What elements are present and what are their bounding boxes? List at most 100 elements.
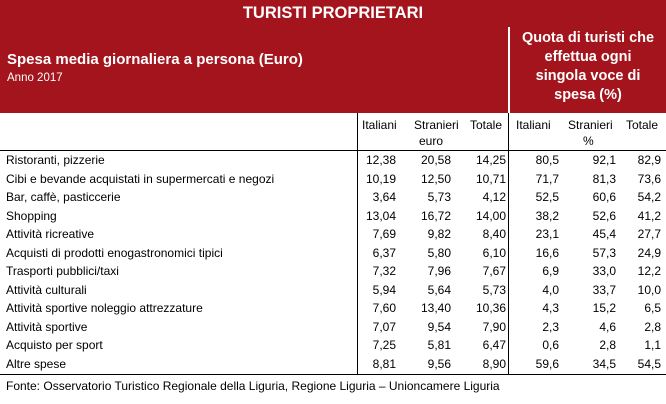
row-label: Attività sportive noleggio attrezzature [6, 301, 203, 315]
cell-share-stranieri: 4,6 [599, 319, 616, 334]
column-separator [508, 113, 509, 374]
cell-spend-stranieri: 16,72 [420, 208, 451, 223]
cell-share-italiani: 16,6 [535, 245, 559, 260]
cell-share-stranieri: 60,6 [592, 190, 616, 204]
cell-share-totale: 10,0 [637, 282, 661, 297]
cell-share-totale: 82,9 [637, 153, 661, 167]
row-label: Bar, caffè, pasticcerie [6, 190, 121, 204]
cell-spend-italiani: 5,94 [372, 282, 396, 297]
row-label: Trasporti pubblici/taxi [6, 264, 119, 278]
cell-share-italiani: 38,2 [535, 208, 559, 223]
cell-share-stranieri: 57,3 [592, 245, 616, 260]
cell-spend-totale: 5,73 [482, 282, 506, 297]
col-header-spend-italiani: Italiani [362, 118, 397, 132]
year-label: Anno 2017 [7, 72, 63, 84]
cell-share-stranieri: 81,3 [592, 171, 616, 186]
cell-share-totale: 6,5 [644, 301, 661, 315]
cell-share-italiani: 0,6 [542, 338, 559, 352]
cell-spend-stranieri: 5,81 [427, 338, 451, 352]
cell-share-italiani: 23,1 [535, 227, 559, 241]
banner-divider [508, 27, 510, 113]
cell-spend-totale: 7,67 [482, 264, 506, 278]
cell-spend-totale: 10,71 [475, 171, 506, 186]
table-row: Attività sportive 7,07 9,54 7,90 2,3 4,6… [0, 318, 666, 337]
cell-spend-italiani: 6,37 [372, 245, 396, 260]
share-header-banner: Quota di turisti che effettua ogni singo… [510, 27, 666, 113]
row-label: Attività sportive [6, 319, 88, 334]
cell-share-totale: 41,2 [637, 208, 661, 223]
table-row: Acquisti di prodotti enogastronomici tip… [0, 244, 666, 263]
column-separator [357, 113, 358, 374]
cell-spend-italiani: 12,38 [365, 153, 396, 167]
cell-spend-stranieri: 9,56 [427, 356, 451, 371]
table-row: Shopping 13,04 16,72 14,00 38,2 52,6 41,… [0, 207, 666, 226]
cell-share-italiani: 80,5 [535, 153, 559, 167]
cell-share-totale: 73,6 [637, 171, 661, 186]
cell-share-stranieri: 15,2 [592, 301, 616, 315]
cell-spend-totale: 6,10 [482, 245, 506, 260]
cell-spend-italiani: 8,81 [372, 356, 396, 371]
source-note: Fonte: Osservatorio Turistico Regionale … [6, 379, 500, 393]
cell-share-totale: 54,2 [637, 190, 661, 204]
cell-spend-stranieri: 5,80 [427, 245, 451, 260]
table-row: Attività sportive noleggio attrezzature … [0, 299, 666, 318]
col-header-spend-totale: Totale [470, 118, 503, 132]
row-label: Ristoranti, pizzerie [6, 153, 105, 167]
cell-share-totale: 27,7 [637, 227, 661, 241]
table-row: Ristoranti, pizzerie 12,38 20,58 14,25 8… [0, 151, 666, 170]
cell-share-stranieri: 33,7 [592, 282, 616, 297]
cell-spend-italiani: 7,60 [372, 301, 396, 315]
cell-spend-totale: 6,47 [482, 338, 506, 352]
cell-spend-totale: 14,00 [475, 208, 506, 223]
table-title: TURISTI PROPRIETARI [0, 0, 666, 27]
col-header-share-stranieri: Stranieri [568, 118, 613, 132]
cell-share-stranieri: 34,5 [592, 356, 616, 371]
cell-spend-totale: 8,90 [482, 356, 506, 371]
cell-spend-totale: 4,12 [482, 190, 506, 204]
cell-share-stranieri: 2,8 [599, 338, 616, 352]
cell-spend-italiani: 7,25 [372, 338, 396, 352]
table-row: Bar, caffè, pasticcerie 3,64 5,73 4,12 5… [0, 188, 666, 207]
share-header-line-4: spesa (%) [554, 87, 622, 103]
cell-share-totale: 54,5 [637, 356, 661, 371]
cell-spend-totale: 8,40 [482, 227, 506, 241]
cell-spend-italiani: 3,64 [372, 190, 396, 204]
cell-share-italiani: 52,5 [535, 190, 559, 204]
row-label: Acquisti di prodotti enogastronomici tip… [6, 245, 223, 260]
row-label: Cibi e bevande acquistati in supermercat… [6, 171, 275, 186]
cell-spend-italiani: 10,19 [365, 171, 396, 186]
cell-share-stranieri: 45,4 [592, 227, 616, 241]
cell-spend-totale: 10,36 [475, 301, 506, 315]
header-rule [0, 150, 666, 151]
cell-share-totale: 12,2 [637, 264, 661, 278]
row-label: Shopping [6, 208, 57, 223]
share-header-line-2: effettua ogni [544, 49, 632, 65]
cell-spend-stranieri: 9,82 [427, 227, 451, 241]
table-row: Cibi e bevande acquistati in supermercat… [0, 170, 666, 189]
cell-share-totale: 1,1 [644, 338, 661, 352]
spend-subtitle: Spesa media giornaliera a persona (Euro) [7, 51, 303, 68]
col-header-share-totale: Totale [626, 118, 659, 132]
cell-share-italiani: 6,9 [542, 264, 559, 278]
cell-spend-italiani: 7,69 [372, 227, 396, 241]
cell-spend-stranieri: 13,40 [420, 301, 451, 315]
cell-spend-stranieri: 5,64 [427, 282, 451, 297]
share-header-line-1: Quota di turisti che [521, 30, 655, 46]
cell-share-italiani: 4,3 [542, 301, 559, 315]
cell-share-italiani: 2,3 [542, 319, 559, 334]
footer-rule [0, 374, 666, 375]
cell-share-stranieri: 52,6 [592, 208, 616, 223]
cell-share-stranieri: 33,0 [592, 264, 616, 278]
cell-share-totale: 2,8 [644, 319, 661, 334]
cell-spend-italiani: 13,04 [365, 208, 396, 223]
table-body: Ristoranti, pizzerie 12,38 20,58 14,25 8… [0, 151, 666, 373]
row-label: Attività culturali [6, 282, 87, 297]
cell-spend-stranieri: 5,73 [427, 190, 451, 204]
col-header-spend-unit: euro [419, 134, 444, 148]
cell-spend-italiani: 7,32 [372, 264, 396, 278]
cell-spend-stranieri: 9,54 [427, 319, 451, 334]
cell-spend-italiani: 7,07 [372, 319, 396, 334]
table-row: Attività ricreative 7,69 9,82 8,40 23,1 … [0, 225, 666, 244]
cell-share-italiani: 71,7 [535, 171, 559, 186]
